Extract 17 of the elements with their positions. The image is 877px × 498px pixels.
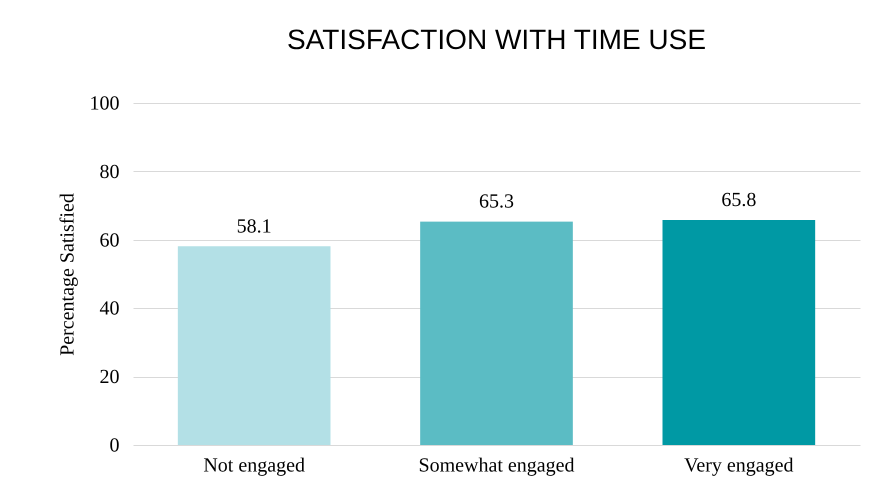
x-tick-label: Very engaged [684,454,794,476]
bar [420,222,573,445]
x-tick-label: Somewhat engaged [418,454,575,476]
data-label: 65.3 [479,190,514,213]
y-axis-title: Percentage Satisfied [56,193,78,356]
bar [662,220,816,445]
y-tick-label: 100 [90,92,120,114]
y-tick-label: 40 [100,298,120,320]
chart-title: SATISFACTION WITH TIME USE [287,24,706,55]
bar [178,246,330,445]
y-tick-label: 80 [100,160,120,183]
y-tick-label: 0 [110,434,120,456]
data-label: 65.8 [721,188,756,211]
data-label: 58.1 [236,215,272,238]
x-tick-label: Not engaged [203,454,305,476]
y-tick-label: 60 [100,229,120,252]
y-tick-label: 20 [100,366,120,388]
